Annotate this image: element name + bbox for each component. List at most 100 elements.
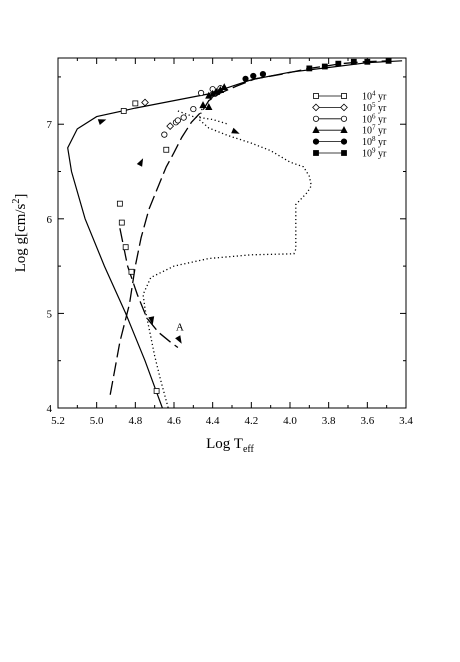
- marker-square-filled: [321, 63, 328, 70]
- marker-square-filled: [350, 58, 357, 65]
- legend-label-base: 10: [362, 92, 372, 103]
- legend-label: 109 yr: [362, 147, 387, 160]
- legend-label-unit: yr: [376, 149, 388, 160]
- legend-item: 105 yr: [312, 101, 387, 114]
- legend-marker-left: [313, 150, 319, 156]
- y-tick-label: 7: [47, 119, 53, 131]
- legend-label-base: 10: [362, 149, 372, 160]
- legend-label-unit: yr: [376, 103, 388, 114]
- marker-circle-open: [161, 131, 168, 138]
- x-tick-label: 4.8: [128, 415, 142, 427]
- legend-item: 108 yr: [312, 135, 387, 148]
- marker-diamond-open: [166, 122, 174, 130]
- x-tick-label: 3.6: [360, 415, 374, 427]
- legend-label-exp: 6: [372, 112, 376, 120]
- x-tick-label: 4.6: [167, 415, 181, 427]
- marker-circle-filled: [242, 75, 249, 82]
- plot-frame: [57, 57, 407, 409]
- legend-label-exp: 9: [372, 147, 376, 155]
- marker-square-filled: [335, 60, 342, 67]
- marker-triangle-filled: [205, 103, 213, 110]
- legend-label-exp: 5: [372, 101, 376, 109]
- marker-square-filled: [364, 58, 371, 65]
- marker-triangle-filled: [220, 83, 228, 91]
- x-axis-label: Log Teff: [206, 436, 254, 455]
- legend-label: 107 yr: [362, 124, 387, 137]
- marker-circle-open: [174, 117, 181, 124]
- annotation-label: A: [176, 321, 184, 333]
- marker-triangle-filled: [205, 91, 213, 99]
- marker-square-filled: [385, 57, 392, 64]
- direction-arrow: [231, 127, 240, 134]
- plot-area-border: [57, 57, 407, 409]
- arrows-group: [97, 119, 240, 344]
- legend-item: 104 yr: [313, 90, 387, 103]
- marker-square-filled: [306, 65, 313, 72]
- marker-circle-filled: [259, 70, 267, 78]
- legend-label-base: 10: [362, 126, 372, 137]
- marker-square-open: [132, 100, 139, 107]
- legend-item: 109 yr: [313, 147, 387, 160]
- y-tick-label: 6: [47, 214, 53, 226]
- legend-marker-right: [340, 126, 348, 134]
- legend-marker-right: [341, 150, 347, 156]
- series-group: [67, 60, 403, 409]
- legend-marker-right: [341, 93, 347, 99]
- x-axis-label-sub: eff: [243, 444, 255, 455]
- legend-marker-left: [313, 93, 319, 99]
- marker-circle-open: [180, 114, 187, 121]
- marker-square-open: [118, 219, 125, 226]
- series-line-1: [67, 60, 403, 409]
- legend-label: 106 yr: [362, 112, 387, 125]
- marker-triangle-filled: [212, 87, 221, 95]
- marker-diamond-open: [141, 98, 149, 107]
- legend-item: 107 yr: [312, 124, 387, 137]
- marker-square-open: [116, 200, 123, 207]
- legend-label-unit: yr: [376, 114, 388, 125]
- legend-marker-left: [312, 115, 320, 122]
- marker-circle-filled: [250, 72, 257, 80]
- legend-label-base: 10: [362, 137, 372, 148]
- x-axis-label-main: Log T: [206, 436, 243, 452]
- marker-triangle-filled: [199, 101, 207, 109]
- direction-arrow: [175, 335, 182, 344]
- legend-label: 104 yr: [362, 90, 387, 103]
- y-axis-label-end: ]: [13, 194, 29, 199]
- marker-square-open: [128, 268, 135, 275]
- legend-label: 105 yr: [362, 101, 387, 114]
- x-tick-label: 5.0: [90, 415, 104, 427]
- marker-circle-open: [190, 105, 197, 113]
- legend-label: 108 yr: [362, 135, 387, 148]
- direction-arrow: [136, 158, 144, 167]
- series-line-2: [109, 60, 391, 395]
- y-axis-label-main: Log g[cm/s: [13, 203, 29, 272]
- annotations-group: A: [176, 321, 184, 333]
- series-line-4: [142, 105, 312, 409]
- legend-label-unit: yr: [376, 126, 388, 137]
- x-tick-label: 4.4: [206, 415, 220, 427]
- legend-marker-left: [312, 126, 320, 134]
- direction-arrow: [97, 119, 107, 125]
- legend-label-exp: 8: [372, 135, 376, 143]
- x-tick-label: 4.0: [283, 415, 297, 427]
- legend-label-unit: yr: [376, 137, 388, 148]
- series-line-3: [119, 228, 179, 349]
- y-tick-label: 4: [47, 403, 53, 415]
- axis-ticks: 5.2 5.0 4.8 4.6 4.4 4.2 4.0 3.8 3.6 3.4 4 5 6 7: [47, 58, 413, 427]
- legend-marker-left: [312, 103, 320, 112]
- x-tick-label: 4.2: [244, 415, 258, 427]
- legend-label-exp: 4: [372, 90, 376, 98]
- markers-group: [116, 57, 392, 394]
- direction-arrow: [148, 316, 155, 325]
- legend-marker-right: [340, 103, 348, 112]
- legend-item: 106 yr: [312, 112, 387, 125]
- y-axis-label-sup: 2: [11, 199, 22, 204]
- marker-triangle-filled: [216, 86, 225, 93]
- legend-marker-left: [312, 138, 320, 145]
- marker-square-open: [120, 108, 127, 114]
- x-tick-label: 3.8: [322, 415, 336, 427]
- legend-label-base: 10: [362, 103, 372, 114]
- legend-marker-right: [340, 115, 348, 122]
